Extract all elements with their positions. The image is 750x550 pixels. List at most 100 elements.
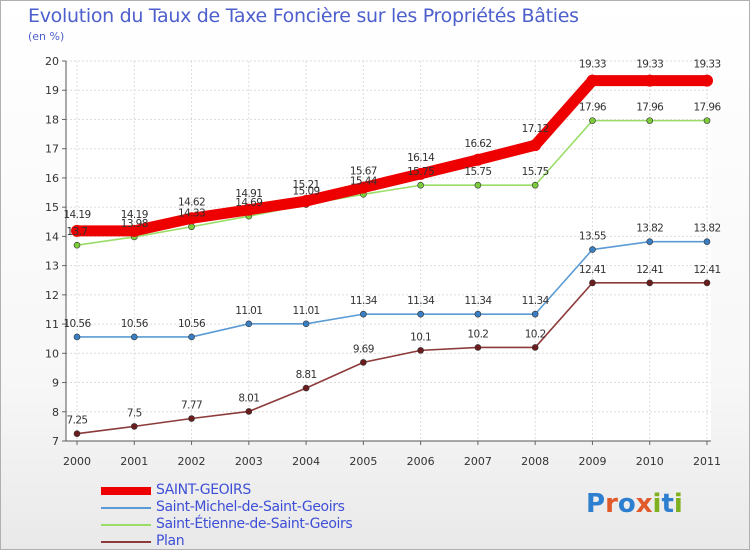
data-point — [188, 415, 195, 422]
data-label: 19.33 — [693, 59, 720, 71]
data-label: 13.7 — [67, 226, 88, 238]
data-label: 10.56 — [63, 318, 91, 330]
y-tick-label: 14 — [45, 230, 59, 243]
data-label: 14.69 — [235, 197, 262, 209]
data-point — [73, 430, 81, 437]
logo-letter: i — [652, 489, 662, 519]
data-point — [128, 224, 141, 237]
data-label: 15.09 — [293, 186, 320, 198]
legend-label: Saint-Michel-de-Saint-Geoirs — [156, 499, 345, 515]
data-label: 7.77 — [181, 399, 202, 411]
data-label: 7.25 — [67, 415, 88, 427]
legend-swatch — [101, 507, 151, 509]
data-label: 14.19 — [121, 209, 148, 221]
data-point — [417, 181, 424, 189]
data-label: 19.33 — [636, 59, 663, 71]
series-line-2 — [76, 119, 708, 246]
data-point — [531, 344, 539, 351]
data-label: 11.01 — [235, 305, 262, 317]
data-point — [703, 117, 711, 124]
data-point — [73, 333, 81, 341]
data-point — [245, 408, 253, 415]
data-label: 15.75 — [407, 166, 434, 178]
legend-swatch — [101, 541, 151, 543]
data-label: 14.62 — [178, 196, 205, 208]
x-tick-label: 2002 — [178, 455, 206, 468]
data-label: 10.1 — [410, 331, 431, 343]
data-label: 10.2 — [525, 328, 546, 340]
y-tick-label: 20 — [45, 55, 59, 68]
y-tick-label: 11 — [45, 318, 59, 331]
x-tick-label: 2009 — [578, 455, 606, 468]
series-line-3 — [76, 282, 708, 435]
data-label: 10.2 — [467, 328, 488, 340]
y-tick-label: 18 — [45, 113, 59, 126]
data-point — [703, 279, 711, 287]
plot-area — [66, 61, 711, 441]
x-tick-label: 2006 — [407, 455, 435, 468]
data-label: 16.62 — [464, 138, 491, 150]
data-point — [302, 320, 310, 328]
data-label: 11.34 — [350, 295, 378, 307]
data-label: 15.75 — [522, 166, 549, 178]
data-point — [529, 139, 542, 152]
x-tick-label: 2001 — [120, 455, 148, 468]
data-point — [360, 310, 367, 318]
data-point — [417, 310, 424, 318]
data-label: 15.67 — [350, 166, 377, 178]
y-tick-label: 10 — [45, 347, 59, 360]
data-point — [474, 310, 482, 318]
data-point — [589, 246, 596, 253]
data-point — [130, 333, 138, 341]
data-point — [646, 279, 654, 287]
data-label: 16.14 — [407, 152, 435, 164]
data-label: 15.44 — [350, 175, 378, 187]
data-point — [130, 423, 138, 430]
x-tick-label: 2008 — [521, 455, 549, 468]
data-point — [586, 74, 599, 87]
logo-letter: o — [617, 489, 636, 519]
data-point — [471, 153, 484, 166]
data-label: 11.34 — [464, 295, 492, 307]
logo-letter: t — [661, 489, 674, 519]
logo-letter: r — [605, 489, 618, 519]
data-label: 8.81 — [296, 369, 317, 381]
data-point — [302, 384, 310, 392]
data-label: 11.34 — [407, 295, 435, 307]
logo-letter: i — [673, 489, 683, 519]
data-label: 15.75 — [464, 166, 491, 178]
data-point — [531, 310, 539, 318]
data-label: 14.91 — [235, 188, 262, 200]
data-point — [417, 347, 424, 354]
series-line-0 — [71, 75, 713, 237]
data-point — [245, 320, 253, 328]
data-label: 17.12 — [522, 123, 549, 135]
data-point — [646, 117, 654, 124]
data-label: 11.34 — [522, 295, 550, 307]
data-point — [646, 238, 654, 245]
legend-label: SAINT-GEOIRS — [156, 482, 251, 498]
data-label: 15.21 — [293, 179, 320, 191]
data-point — [73, 241, 81, 249]
data-label: 14.33 — [178, 208, 205, 220]
data-point — [589, 117, 596, 124]
y-tick-label: 8 — [52, 406, 59, 419]
data-label: 13.98 — [121, 218, 148, 230]
legend-swatch — [101, 524, 151, 526]
proxiti-logo: Proxiti — [586, 489, 683, 519]
chart-title: Evolution du Taux de Taxe Foncière sur l… — [28, 5, 579, 27]
data-label: 12.41 — [636, 264, 663, 276]
data-label: 11.01 — [293, 305, 320, 317]
data-point — [643, 74, 656, 87]
y-tick-label: 16 — [45, 172, 59, 185]
data-label: 13.55 — [579, 231, 606, 243]
x-tick-label: 2000 — [63, 455, 91, 468]
legend-label: Plan — [156, 533, 185, 549]
y-tick-label: 19 — [45, 84, 59, 97]
data-label: 10.56 — [178, 318, 206, 330]
logo-letter: x — [635, 489, 653, 519]
data-label: 12.41 — [693, 264, 720, 276]
legend-label: Saint-Étienne-de-Saint-Geoirs — [156, 516, 353, 532]
data-label: 17.96 — [579, 102, 607, 114]
